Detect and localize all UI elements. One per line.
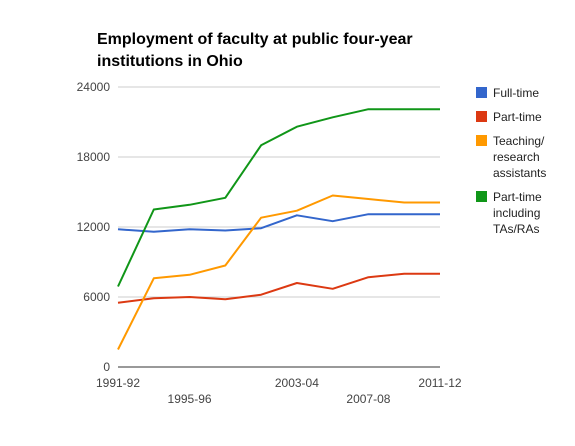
chart-title: Employment of faculty at public four-yea…: [97, 31, 417, 70]
legend: Full-time Part-time Teaching/research assis…: [476, 86, 546, 236]
legend-swatch-0: [476, 87, 487, 98]
gridlines: [118, 86, 440, 298]
series-line-3: [117, 108, 440, 287]
y-tick-label: 24000: [77, 80, 111, 94]
legend-label: research: [493, 150, 540, 164]
x-tick-label: 2011-12: [418, 376, 461, 390]
series-line-2: [117, 194, 440, 350]
legend-label: Full-time: [493, 86, 539, 100]
legend-label: Teaching/: [493, 134, 545, 148]
x-tick-label: 2007-08: [346, 392, 390, 406]
axes: 0 6000 12000 18000 24000 1991-92 1995-96 2003-0…: [77, 80, 462, 406]
y-tick-label: 6000: [83, 290, 110, 304]
legend-label: Part-time: [493, 110, 542, 124]
x-tick-label: 1995-96: [168, 392, 212, 406]
legend-swatch-1: [476, 111, 487, 122]
y-tick-label: 18000: [77, 150, 111, 164]
x-tick-label: 1991-92: [96, 376, 140, 390]
series-line-0: [117, 213, 440, 233]
legend-label: Part-time: [493, 190, 542, 204]
series-line-1: [117, 272, 440, 304]
legend-swatch-3: [476, 191, 487, 202]
chart-title-line-1: Employment of faculty at public four-yea…: [97, 31, 413, 48]
legend-label: TAs/RAs: [493, 222, 539, 236]
legend-label: assistants: [493, 166, 546, 180]
chart-title-line-2: institutions in Ohio: [97, 53, 243, 70]
legend-swatch-2: [476, 135, 487, 146]
series-lines: [117, 108, 440, 350]
y-tick-label: 12000: [77, 220, 111, 234]
y-tick-label: 0: [103, 360, 110, 374]
legend-label: including: [493, 206, 540, 220]
x-tick-label: 2003-04: [275, 376, 319, 390]
